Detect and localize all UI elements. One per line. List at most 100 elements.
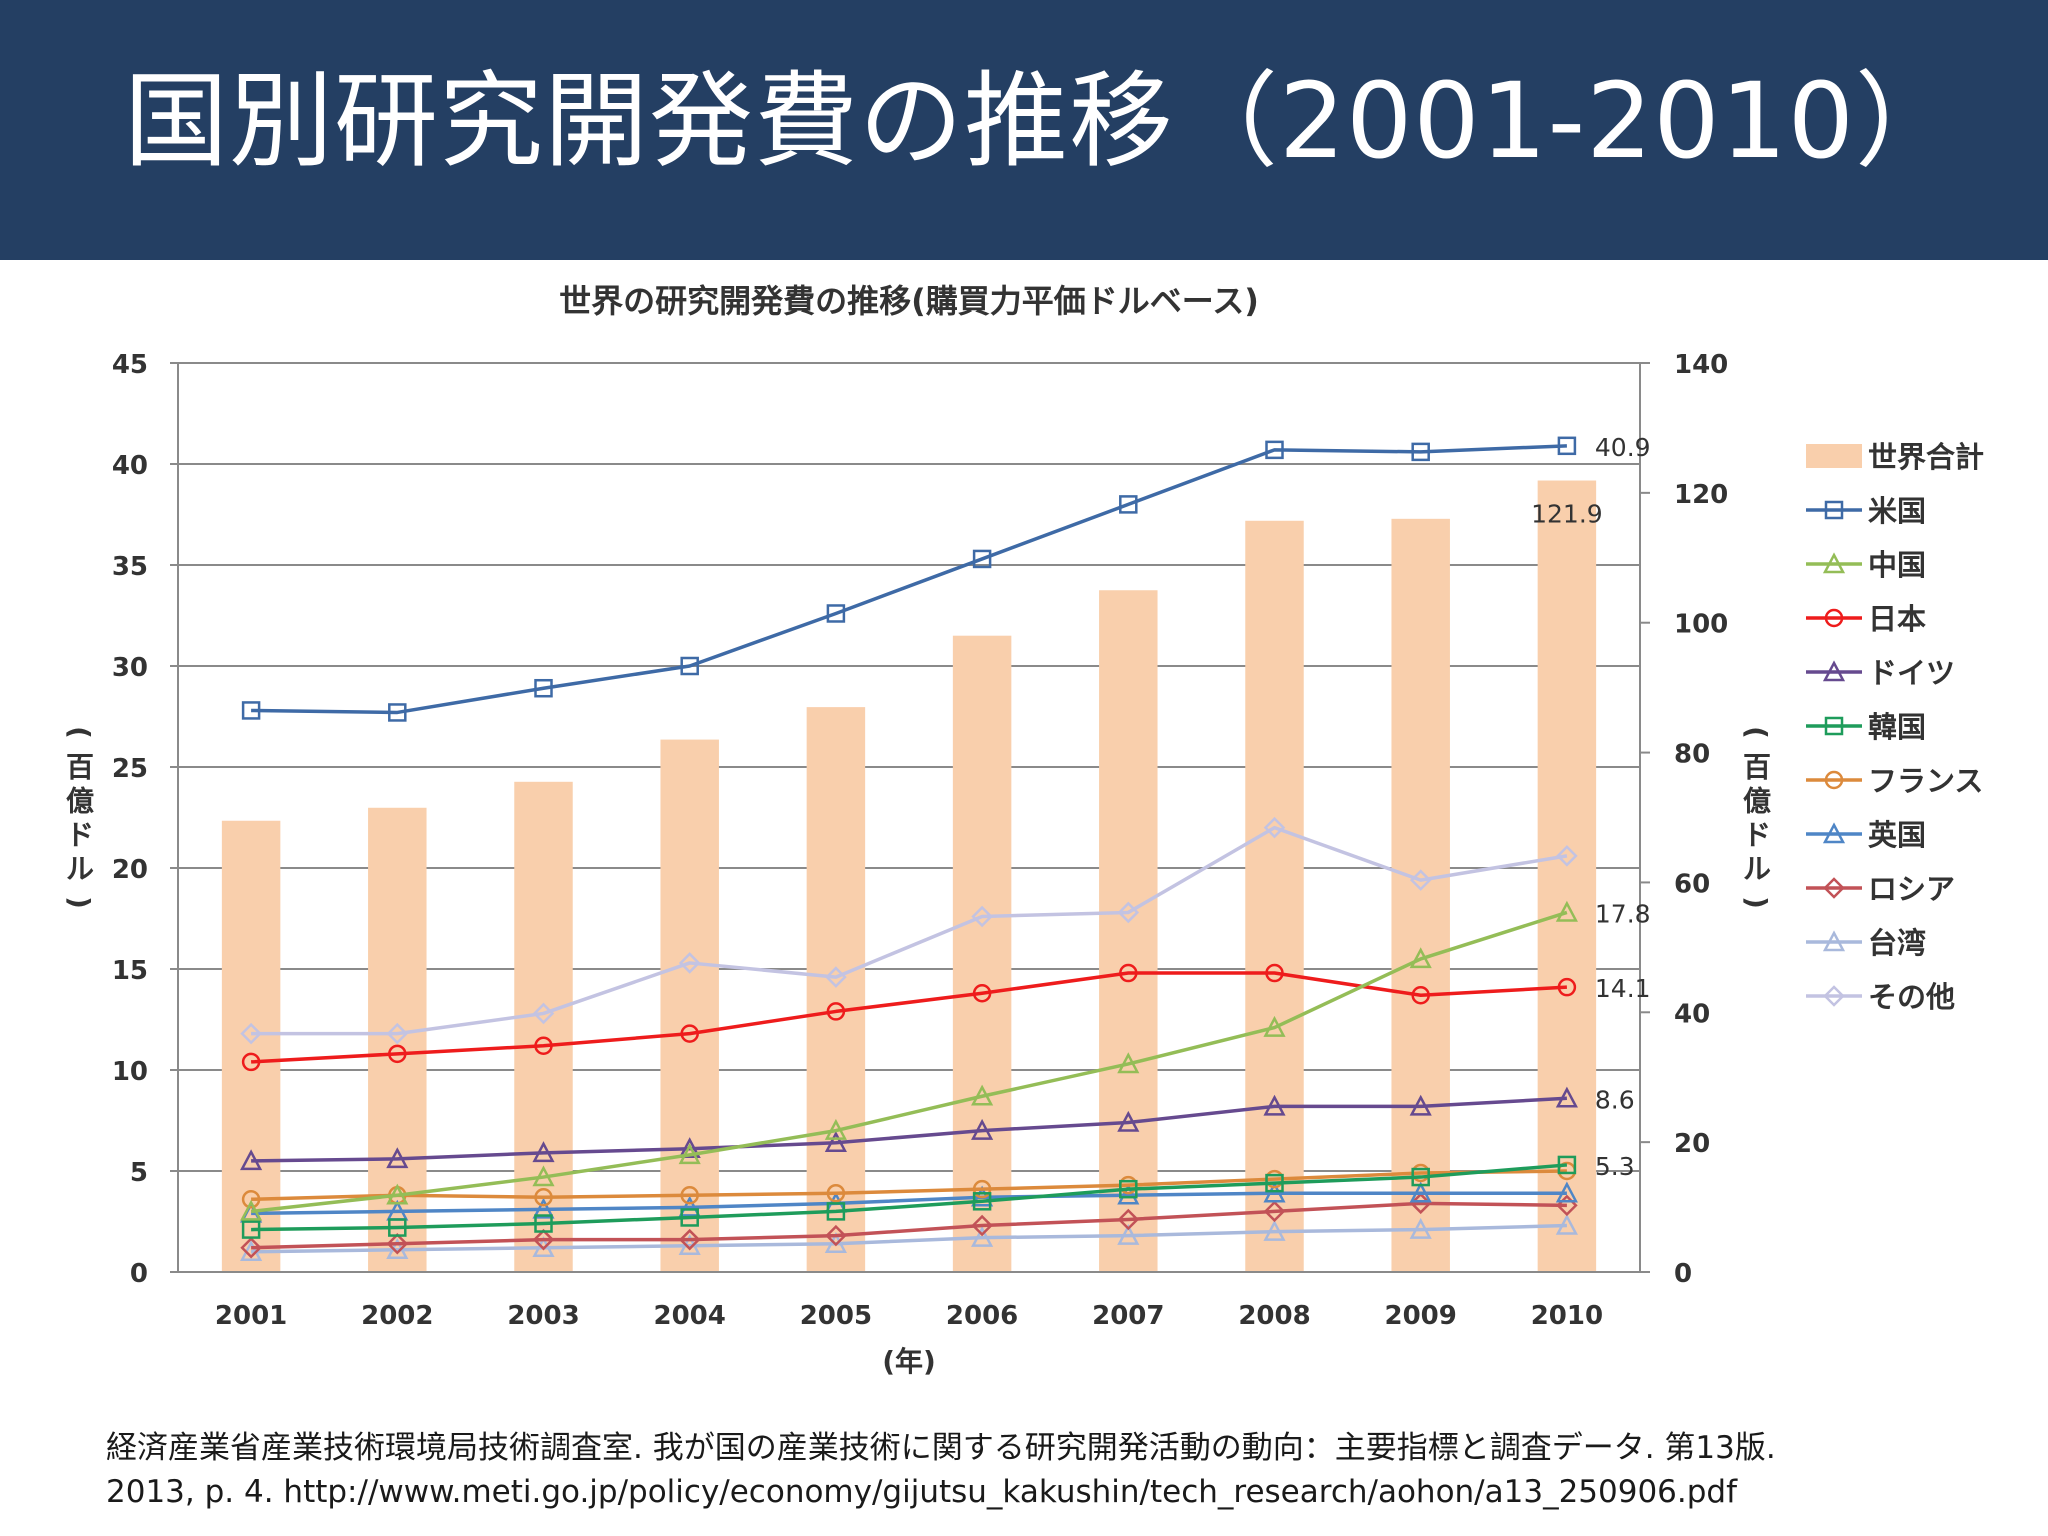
series-line [251,825,1568,1036]
data-point-marker [824,1232,847,1253]
data-point-marker [678,952,701,974]
x-axis-tick-label: 2008 [1238,1301,1310,1331]
right-axis-tick-label: 80 [1674,740,1710,770]
data-point-marker [241,1190,261,1209]
series-line [251,971,1567,1064]
axis-title-char: ル [66,853,94,886]
data-point-marker [388,1218,407,1237]
legend-item: フランス [1806,764,1983,798]
series-ドイツ: 8.6 [240,1085,1635,1171]
data-point-marker [532,1141,555,1163]
data-point-marker [1265,440,1284,460]
x-axis-tick-label: 2004 [654,1301,726,1331]
data-point-marker [1119,495,1138,514]
legend-label: 日本 [1868,602,1926,636]
source-caption-line-1: 経済産業省産業技術環境局技術調査室. 我が国の産業技術に関する研究開発活動の動向… [106,1430,1776,1466]
data-point-marker [824,1118,847,1140]
data-point-marker [825,1224,847,1247]
data-point-marker [1263,1181,1286,1203]
legend-item: その他 [1806,980,1955,1014]
axis-title-char: ) [63,896,96,909]
series-line [251,1191,1567,1216]
legend-label: フランス [1868,764,1983,798]
data-point-marker [1117,1110,1140,1132]
data-point-marker [1409,1181,1432,1203]
chart-area: 世界の研究開発費の推移(購買力平価ドルベース) 0 5 10 15 20 25 30 35 40 4… [0,260,2048,1410]
data-point-marker [971,1084,994,1106]
bar-data-label: 121.9 [1531,500,1603,529]
data-point-marker [680,1185,699,1205]
data-point-marker [1409,947,1432,969]
data-point-marker [1411,1167,1430,1187]
bar-world-total [1245,520,1304,1272]
data-point-marker [1265,963,1284,983]
bar-world-total [952,635,1012,1272]
data-point-marker [971,1118,994,1140]
axis-title-char: 億 [66,785,94,818]
data-point-marker [1555,900,1578,922]
legend-marker [1824,770,1844,790]
series-米国: 40.9 [241,433,1651,722]
data-point-marker [240,1236,262,1259]
data-point-marker [826,1183,846,1203]
data-point-marker [241,701,261,720]
x-axis-tick-label: 2007 [1092,1301,1164,1331]
data-point-marker [386,1022,409,1045]
legend-label: 世界合計 [1868,440,1984,474]
left-axis-tick-label: 25 [112,754,148,784]
data-point-marker [824,1131,847,1152]
data-point-marker [680,656,699,676]
legend-item: ドイツ [1806,656,1955,690]
data-point-marker [534,1036,553,1056]
data-point-marker [534,678,553,698]
bar-world-total [1537,480,1597,1272]
data-point-marker [388,1044,407,1064]
left-axis-tick-label: 40 [112,451,148,481]
bar-world-total [1099,590,1158,1272]
x-axis-tick-label: 2006 [946,1301,1018,1331]
data-point-marker [1263,1094,1286,1116]
data-point-marker [972,983,992,1003]
left-axis-tick-label: 15 [112,956,148,986]
legend-label: 台湾 [1868,926,1926,960]
data-point-marker [1555,1086,1578,1108]
axis-title-char: 百 [1743,751,1771,784]
series-日本: 14.1 [241,963,1651,1072]
axis-title-char: 億 [1743,785,1771,818]
series-end-label: 8.6 [1595,1085,1635,1114]
right-axis-tick-label: 60 [1674,869,1710,899]
legend-marker [1824,716,1844,736]
x-axis-tick-label: 2009 [1385,1301,1457,1331]
series-中国: 17.8 [240,899,1651,1221]
data-point-marker [1411,442,1430,462]
right-axis-tick-label: 40 [1674,999,1710,1029]
series-end-label: 17.8 [1595,899,1651,928]
data-point-marker [386,1147,409,1169]
data-point-marker [534,1214,553,1233]
slide-title: 国別研究開発費の推移（2001-2010） [124,60,1960,182]
data-point-marker [240,1199,263,1221]
data-point-marker [972,549,992,569]
data-point-marker [388,703,407,722]
legend-item: 米国 [1806,494,1926,528]
legend-item: 世界合計 [1806,440,1984,474]
legend-label: 中国 [1868,548,1926,582]
data-point-marker [972,1179,992,1199]
series-line [251,1201,1567,1250]
legend-item: ロシア [1806,872,1955,906]
data-point-marker [678,1143,701,1165]
data-point-marker [532,1228,555,1251]
legend-marker [1824,608,1844,628]
legend-label: ロシア [1868,872,1955,906]
data-point-marker [1557,977,1577,997]
data-point-marker [680,1208,699,1227]
data-point-marker [826,1202,846,1221]
right-axis-tick-label: 100 [1674,610,1728,640]
series-end-label: 5.3 [1595,1152,1635,1181]
series-line [251,1169,1567,1202]
data-point-marker [1117,1208,1140,1231]
right-axis-tick-label: 120 [1674,480,1728,510]
data-point-marker [1556,845,1578,867]
legend-marker [1823,985,1845,1007]
